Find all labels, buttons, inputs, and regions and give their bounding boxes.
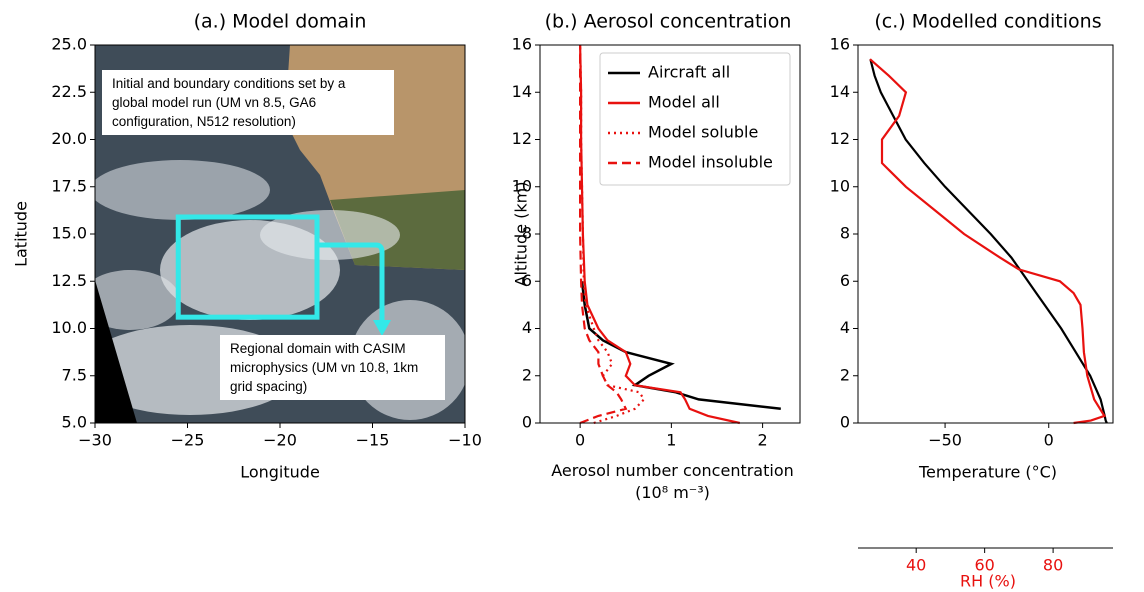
y-tick-label: 22.5	[51, 82, 87, 101]
y-tick-label: 17.5	[51, 176, 87, 195]
y-tick-label: 0	[840, 413, 850, 432]
legend-label: Aircraft all	[648, 63, 730, 82]
y-tick-label: 10	[830, 176, 850, 195]
chart-title: (b.) Aerosol concentration	[545, 11, 792, 33]
x2-tick-label: 40	[906, 556, 926, 575]
y-tick-label: 6	[840, 271, 850, 290]
y-tick-label: 25.0	[51, 35, 87, 54]
y-tick-label: 15.0	[51, 224, 87, 243]
x-tick-label: −50	[928, 431, 962, 450]
y-tick-label: 10.0	[51, 318, 87, 337]
y-tick-label: 5.0	[62, 413, 87, 432]
x-tick-label: −10	[448, 431, 482, 450]
x2-tick-label: 60	[974, 556, 994, 575]
chart-title: (c.) Modelled conditions	[874, 11, 1101, 33]
y-tick-label: 12	[830, 129, 850, 148]
y-tick-label: 14	[830, 82, 850, 101]
y-tick-label: 4	[840, 318, 850, 337]
legend-label: Model insoluble	[648, 153, 773, 172]
y-tick-label: 8	[840, 224, 850, 243]
x-tick-label: −25	[171, 431, 205, 450]
x-axis-label: Aerosol number concentration (10⁸ m⁻³)	[545, 460, 800, 504]
y-tick-label: 16	[830, 35, 850, 54]
x-tick-label: −15	[356, 431, 390, 450]
legend-label: Model soluble	[648, 123, 758, 142]
annotation: Regional domain with CASIM microphysics …	[220, 335, 445, 400]
legend-label: Model all	[648, 93, 720, 112]
y-tick-label: 10	[512, 176, 532, 195]
y-tick-label: 2	[840, 365, 850, 384]
y-tick-label: 20.0	[51, 129, 87, 148]
y-tick-label: 2	[522, 365, 532, 384]
y-tick-label: 6	[522, 271, 532, 290]
plot-frame	[858, 45, 1113, 423]
y-tick-label: 4	[522, 318, 532, 337]
x-tick-label: 0	[575, 431, 585, 450]
y-tick-label: 8	[522, 224, 532, 243]
y-tick-label: 14	[512, 82, 532, 101]
y-tick-label: 16	[512, 35, 532, 54]
y-tick-label: 7.5	[62, 365, 87, 384]
annotation: Initial and boundary conditions set by a…	[102, 70, 394, 135]
x-axis-label: Longitude	[240, 463, 320, 482]
x-tick-label: 1	[666, 431, 676, 450]
series-line	[870, 59, 1106, 423]
x-tick-label: −20	[263, 431, 297, 450]
y-tick-label: 12.5	[51, 271, 87, 290]
chart-title: (a.) Model domain	[194, 11, 367, 33]
series-line	[870, 59, 1104, 423]
figure: (a.) Model domain Longitude Latitude (b.…	[0, 0, 1144, 592]
x-tick-label: −30	[78, 431, 112, 450]
x2-tick-label: 80	[1043, 556, 1063, 575]
x-axis-label: Temperature (°C)	[918, 463, 1057, 482]
y-tick-label: 12	[512, 129, 532, 148]
y-axis-label: Latitude	[12, 201, 31, 267]
x-tick-label: 0	[1044, 431, 1054, 450]
y-tick-label: 0	[522, 413, 532, 432]
x-tick-label: 2	[758, 431, 768, 450]
